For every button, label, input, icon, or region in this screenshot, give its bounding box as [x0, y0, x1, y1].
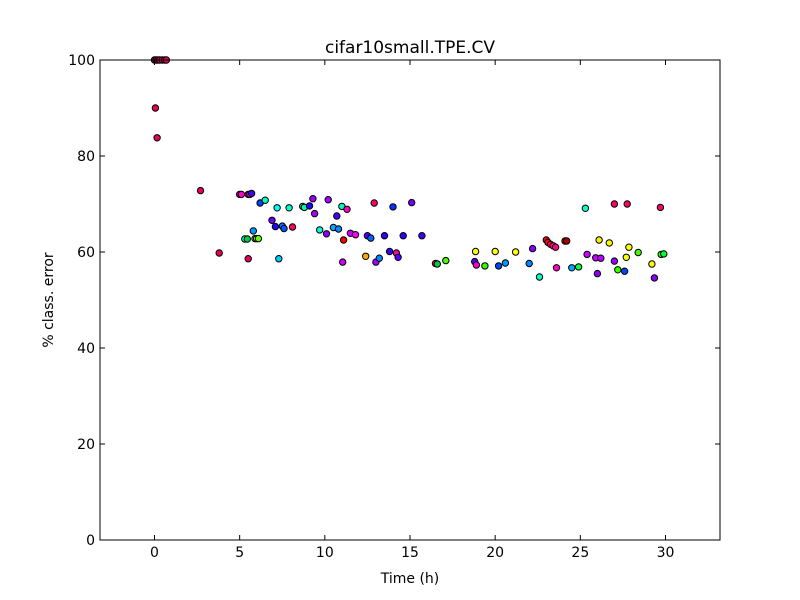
data-point-56	[380, 232, 389, 240]
data-point-40	[324, 196, 332, 204]
y-tick-label-5: 100	[68, 53, 95, 69]
data-point-61	[399, 232, 407, 240]
data-point-94	[605, 239, 613, 247]
x-tick-label-5: 25	[571, 545, 589, 561]
data-point-18	[247, 189, 256, 198]
data-point-74	[511, 248, 520, 256]
data-point-22	[254, 234, 263, 243]
y-axis: 0 20 40 60 80 100	[68, 53, 720, 549]
points-layer	[150, 56, 668, 282]
data-point-47	[343, 205, 351, 214]
y-tick-label-3: 60	[77, 245, 95, 261]
data-point-91	[593, 269, 602, 278]
data-point-37	[310, 209, 319, 218]
data-point-72	[494, 262, 503, 270]
data-point-27	[273, 204, 281, 212]
data-point-53	[370, 199, 378, 207]
data-point-19	[249, 227, 258, 235]
x-axis-label: Time (h)	[380, 571, 440, 587]
data-point-75	[525, 259, 533, 268]
data-point-103	[648, 260, 656, 268]
data-point-8	[153, 134, 161, 142]
data-point-60	[394, 253, 402, 261]
data-point-105	[656, 203, 665, 212]
data-point-55	[375, 254, 383, 262]
data-point-32	[288, 223, 297, 231]
data-point-77	[535, 273, 544, 281]
data-point-24	[261, 196, 269, 204]
data-point-14	[243, 235, 252, 243]
data-point-96	[610, 200, 619, 208]
x-tick-label-4: 20	[486, 545, 504, 561]
data-point-49	[351, 231, 360, 239]
data-point-52	[367, 234, 375, 242]
data-point-36	[309, 195, 317, 203]
data-point-50	[362, 252, 370, 260]
data-point-97	[614, 266, 622, 274]
data-point-28	[275, 255, 283, 263]
data-point-10	[215, 249, 223, 257]
data-point-71	[491, 247, 499, 256]
data-point-85	[563, 237, 571, 245]
data-point-95	[610, 257, 619, 265]
x-tick-label-6: 30	[657, 545, 675, 561]
plot-area-frame	[99, 59, 721, 541]
data-point-35	[305, 202, 314, 210]
y-tick-label-1: 20	[77, 437, 95, 453]
data-point-16	[244, 255, 252, 263]
data-point-57	[385, 247, 394, 256]
data-point-12	[237, 190, 246, 199]
data-point-42	[333, 212, 341, 220]
data-point-99	[622, 253, 630, 261]
data-point-101	[625, 243, 633, 251]
data-point-38	[316, 226, 324, 234]
data-point-92	[595, 236, 603, 244]
data-point-69	[472, 261, 481, 269]
data-point-107	[660, 250, 668, 258]
y-tick-label-0: 0	[86, 533, 95, 549]
data-point-9	[196, 186, 205, 195]
chart-title: cifar10small.TPE.CV	[325, 38, 495, 58]
data-point-89	[583, 250, 591, 259]
x-tick-label-2: 10	[316, 545, 334, 561]
data-point-70	[481, 262, 489, 270]
data-point-39	[322, 230, 331, 238]
data-point-45	[339, 258, 347, 266]
data-point-62	[408, 198, 416, 207]
y-axis-label: % class. error	[41, 252, 57, 348]
data-point-73	[501, 259, 510, 267]
data-point-87	[574, 263, 583, 271]
data-point-104	[650, 274, 659, 282]
data-point-76	[528, 244, 537, 253]
x-tick-label-3: 15	[401, 545, 419, 561]
data-point-31	[285, 204, 293, 212]
data-point-82	[551, 243, 560, 251]
data-point-25	[268, 216, 276, 225]
data-point-26	[271, 222, 280, 231]
data-point-46	[339, 236, 348, 244]
data-point-43	[334, 225, 343, 233]
x-tick-label-0: 0	[150, 545, 159, 561]
data-point-30	[280, 224, 288, 233]
data-point-100	[623, 200, 631, 208]
data-point-58	[389, 203, 397, 211]
data-point-66	[442, 256, 450, 265]
x-axis: 0 5 10 15 20 25 30	[150, 60, 674, 561]
data-point-65	[433, 260, 441, 268]
y-tick-label-4: 80	[77, 149, 95, 165]
data-point-93	[597, 254, 605, 262]
data-point-102	[634, 248, 642, 257]
data-point-86	[568, 264, 576, 272]
y-tick-label-2: 40	[77, 341, 95, 357]
data-point-63	[418, 232, 426, 240]
data-point-7	[151, 104, 160, 112]
data-point-98	[620, 267, 629, 275]
data-point-68	[471, 247, 480, 256]
x-tick-label-1: 5	[235, 545, 244, 561]
data-point-83	[552, 264, 561, 272]
data-point-88	[581, 204, 590, 213]
